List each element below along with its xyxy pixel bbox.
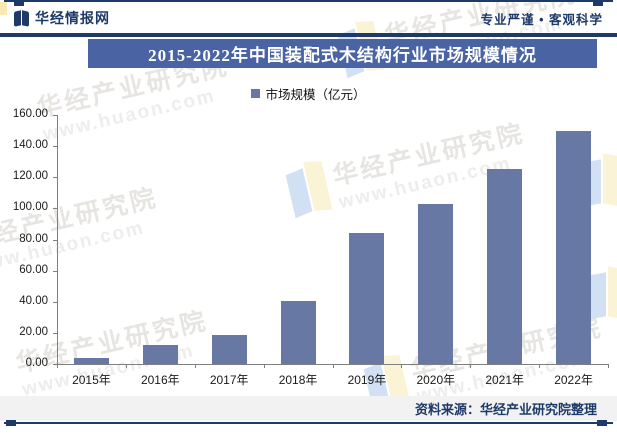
bar-2021年 bbox=[487, 169, 523, 364]
watermark-corner-shape bbox=[0, 2, 7, 15]
y-axis-tick bbox=[53, 239, 57, 241]
y-axis-tick bbox=[53, 270, 57, 272]
x-axis-label: 2015年 bbox=[72, 373, 111, 387]
x-axis-label: 2016年 bbox=[140, 373, 180, 387]
y-axis-tick bbox=[53, 332, 57, 334]
data-source-text: 资料来源：华经产业研究院整理 bbox=[414, 402, 597, 417]
footer: 资料来源：华经产业研究院整理 bbox=[0, 396, 617, 421]
y-axis-tick bbox=[53, 364, 57, 365]
brand-name: 华经情报网 bbox=[35, 10, 110, 26]
x-axis-tick bbox=[194, 364, 196, 368]
y-axis-tick-label: 120.00 bbox=[12, 170, 48, 183]
bar-2018年 bbox=[280, 300, 316, 364]
legend-swatch bbox=[251, 88, 261, 98]
top-border-line bbox=[4, 0, 613, 2]
top-border-cap-left bbox=[14, 0, 24, 6]
y-axis-tick bbox=[53, 301, 57, 303]
y-axis-tick-label: 140.00 bbox=[12, 139, 48, 152]
y-axis-tick-label: 100.00 bbox=[12, 201, 48, 214]
y-axis-tick bbox=[53, 115, 57, 116]
header-slogan: 专业严谨 • 客观科学 bbox=[480, 12, 603, 27]
y-axis-tick-label: 0.00 bbox=[25, 357, 48, 369]
brand: 华经情报网 bbox=[14, 8, 110, 28]
x-axis-tick bbox=[57, 364, 58, 368]
x-axis-label: 2019年 bbox=[347, 373, 387, 387]
legend: 市场规模（亿元） bbox=[0, 86, 617, 102]
x-axis-label: 2020年 bbox=[416, 373, 456, 387]
legend-label: 市场规模（亿元） bbox=[265, 87, 366, 102]
bottom-border-cap-right bbox=[597, 420, 607, 426]
y-axis-tick bbox=[53, 146, 57, 148]
bar-2017年 bbox=[211, 335, 247, 364]
bar-2022年 bbox=[556, 130, 592, 364]
x-axis-tick bbox=[263, 364, 265, 368]
x-axis-tick bbox=[608, 364, 609, 368]
bar-2020年 bbox=[418, 203, 454, 364]
y-axis-tick-label: 40.00 bbox=[19, 294, 48, 307]
x-axis-label: 2017年 bbox=[209, 373, 249, 387]
x-axis-tick bbox=[401, 364, 403, 368]
x-axis-tick bbox=[125, 364, 127, 368]
x-axis-label: 2018年 bbox=[278, 373, 318, 387]
y-axis-tick-label: 60.00 bbox=[19, 263, 48, 276]
bar-2016年 bbox=[142, 344, 178, 364]
y-axis-tick-label: 160.00 bbox=[12, 108, 48, 120]
top-border-cap-right bbox=[593, 0, 603, 6]
y-axis-tick bbox=[53, 177, 57, 179]
book-logo-icon bbox=[14, 10, 29, 27]
header-divider bbox=[0, 33, 617, 37]
x-axis-tick bbox=[539, 364, 541, 368]
x-axis-tick bbox=[470, 364, 472, 368]
bottom-border-line bbox=[4, 422, 613, 424]
y-axis-tick-label: 20.00 bbox=[19, 325, 48, 338]
y-axis-line bbox=[57, 115, 58, 364]
x-axis-tick bbox=[332, 364, 334, 368]
y-axis-tick-label: 80.00 bbox=[19, 232, 48, 245]
x-axis-label: 2021年 bbox=[485, 373, 525, 387]
header: 华经情报网 专业严谨 • 客观科学 bbox=[0, 3, 617, 33]
bar-2019年 bbox=[349, 233, 385, 364]
x-axis-label: 2022年 bbox=[554, 373, 593, 387]
bottom-border-cap-left bbox=[6, 420, 16, 426]
bar-2015年 bbox=[73, 357, 109, 364]
y-axis-tick bbox=[53, 208, 57, 210]
